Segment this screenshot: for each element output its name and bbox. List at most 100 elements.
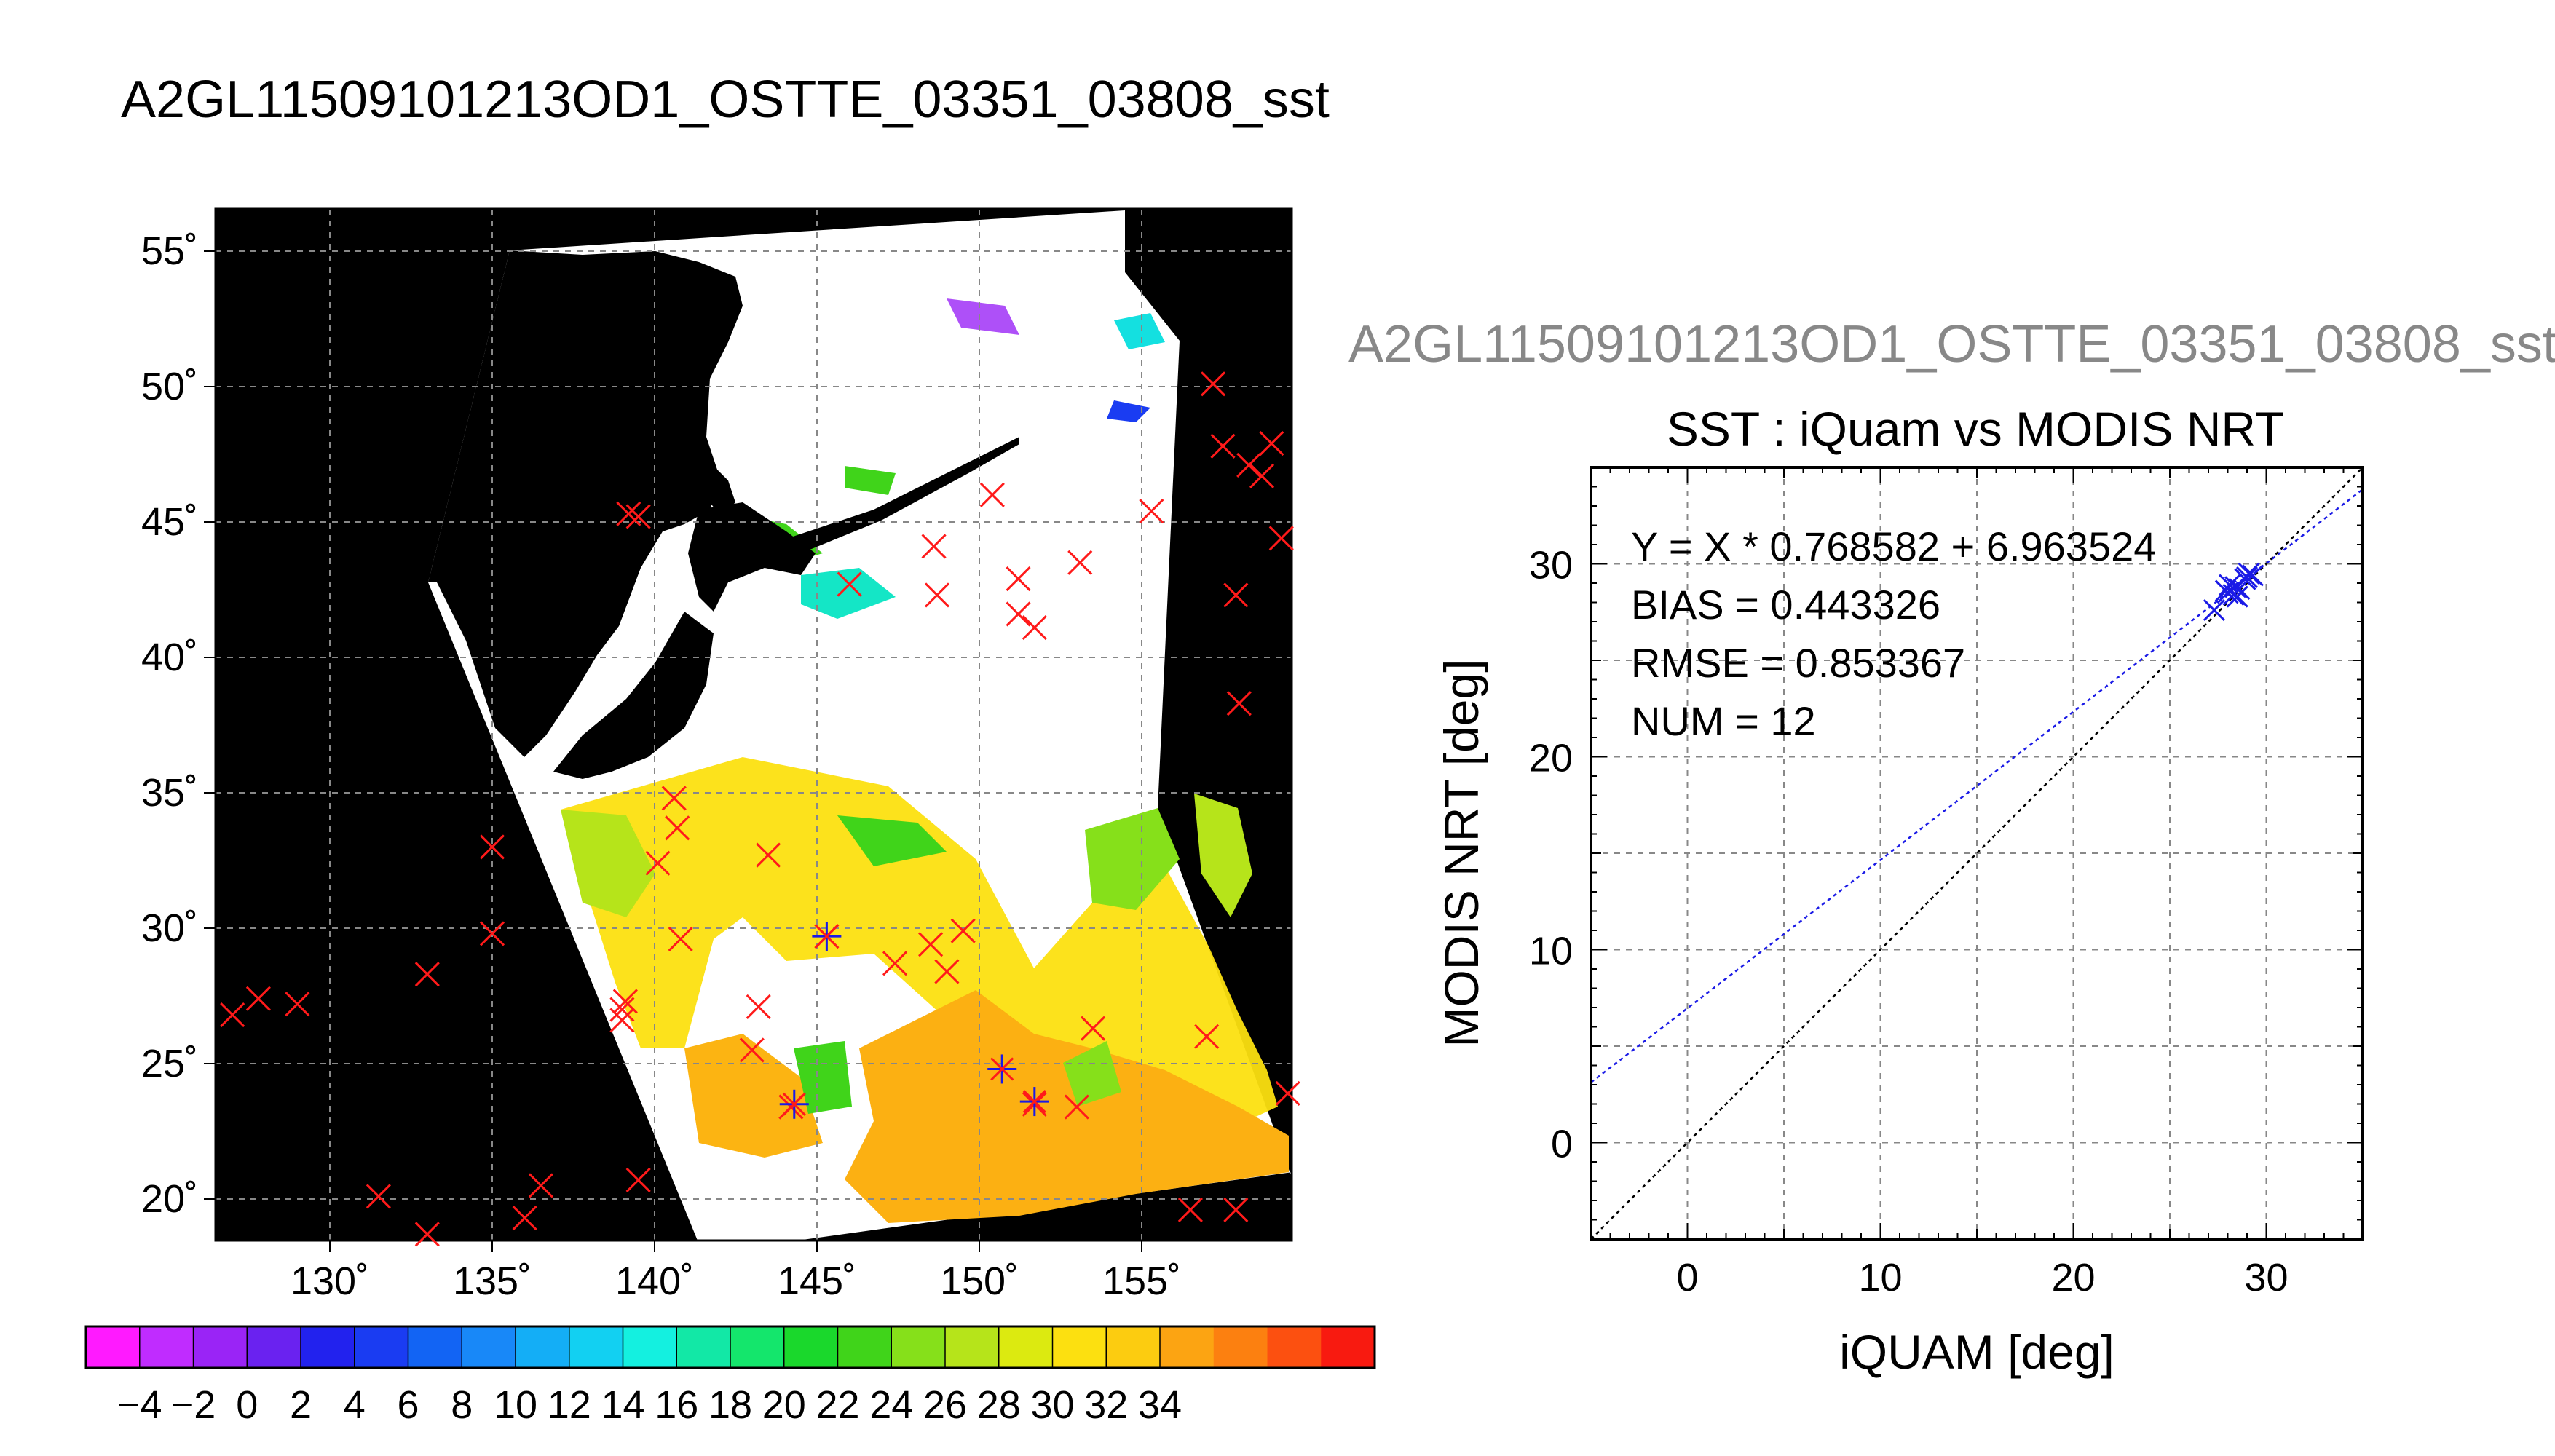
- colorbar-tick-label: 0: [236, 1383, 258, 1427]
- sst-region-orange-west: [684, 1034, 823, 1158]
- matchup-x-marker: [950, 918, 976, 943]
- sst-region-teal: [801, 568, 896, 619]
- colorbar-cell: [837, 1326, 892, 1368]
- colorbar-tick-label: 26: [923, 1383, 967, 1427]
- map-panel: 130˚ 135˚ 140˚ 145˚ 150˚ 155˚ 55˚ 50˚ 45˚ 40˚ 35˚…: [141, 207, 1300, 1303]
- colorbar-tick-label: 12: [548, 1383, 591, 1427]
- matchup-x-marker: [1275, 1080, 1300, 1106]
- lat-tick-label: 50˚: [141, 365, 198, 408]
- sst-region-lime: [1085, 808, 1180, 910]
- lat-tick-label: 40˚: [141, 636, 198, 679]
- x-tick-label: 30: [2244, 1256, 2288, 1299]
- landmasses: [396, 250, 1019, 779]
- matchup-x-marker: [1249, 463, 1275, 488]
- matchup-x-marker: [1006, 601, 1031, 627]
- sst-region-east: [1194, 794, 1252, 917]
- matchup-star-marker: [987, 1054, 1017, 1084]
- lat-tick-label: 30˚: [141, 906, 198, 950]
- x-axis-label: iQUAM [deg]: [1839, 1325, 2114, 1379]
- matchup-x-marker: [1226, 691, 1252, 716]
- matchup-x-marker: [979, 482, 1005, 507]
- map-gridlines: [216, 209, 1292, 1241]
- matchup-x-marker: [934, 959, 960, 984]
- colorbar-cell: [730, 1326, 785, 1368]
- small-island: [396, 514, 414, 526]
- colorbar-tick-label: 4: [344, 1383, 366, 1427]
- colorbar-tick-label: 32: [1084, 1383, 1128, 1427]
- asia-mainland: [428, 250, 743, 757]
- colorbar-tick-label: 14: [601, 1383, 644, 1427]
- matchup-x-marker: [837, 571, 862, 597]
- lat-tick-label: 55˚: [141, 229, 198, 273]
- matchup-x-marker: [414, 1222, 440, 1247]
- lon-tick-label: 130˚: [291, 1259, 369, 1303]
- lon-tick-label: 155˚: [1102, 1259, 1181, 1303]
- colorbar-cell: [193, 1326, 248, 1368]
- sst-region-lime-south: [1063, 1041, 1121, 1107]
- num-stat: NUM = 12: [1631, 698, 1816, 744]
- lat-axis-labels: 55˚ 50˚ 45˚ 40˚ 35˚ 30˚ 25˚ 20˚: [141, 229, 216, 1221]
- sst-region-green-south: [794, 1041, 852, 1114]
- map-frame: [214, 207, 1293, 1242]
- matchup-x-marker: [1259, 431, 1284, 456]
- matchup-x-marker: [512, 1205, 537, 1231]
- sst-region-cyan-north: [1114, 313, 1165, 349]
- scatter-point: [2224, 576, 2247, 598]
- matchup-star-marker: [779, 1089, 809, 1119]
- matchup-x-marker: [616, 501, 641, 526]
- scatter-gridlines: [1591, 467, 2363, 1239]
- matchup-x-marker: [245, 986, 271, 1011]
- colorbar-cell: [676, 1326, 731, 1368]
- colorbar-tick-label: −4: [117, 1383, 162, 1427]
- scatter-panel: SST : iQuam vs MODIS NRT 0 10 20 30 0 10 20 30…: [1434, 402, 2364, 1379]
- lat-tick-label: 45˚: [141, 500, 198, 544]
- matchup-x-marker: [625, 504, 651, 529]
- colorbar-cell: [1213, 1326, 1268, 1368]
- colorbar-tick-label: 30: [1030, 1383, 1074, 1427]
- colorbar-tick-label: 2: [290, 1383, 312, 1427]
- matchup-markers: [220, 371, 1300, 1247]
- colorbar-cell: [516, 1326, 570, 1368]
- colorbar-tick-label: 10: [494, 1383, 537, 1427]
- matchup-x-marker: [1236, 452, 1262, 478]
- y-tick-labels: 0 10 20 30: [1529, 544, 1573, 1166]
- y-tick-label: 20: [1529, 737, 1573, 780]
- sst-region-green-north: [845, 466, 896, 495]
- colorbar-cell: [139, 1326, 194, 1368]
- sst-region-green: [837, 815, 947, 866]
- matchup-x-marker: [918, 932, 944, 957]
- matchup-x-marker: [1064, 1094, 1089, 1120]
- kuril-islands: [786, 437, 1019, 553]
- colorbar-cell: [783, 1326, 838, 1368]
- scatter-filename: A2GL11509101213OD1_OSTTE_03351_03808_sst: [1348, 315, 2555, 373]
- colorbar-tick-label: 16: [655, 1383, 698, 1427]
- colorbar-tick-labels: −4 −2 0 2 4 6 8 10 12 14 16 18 20 22 24 26 28 30 32 34: [117, 1326, 1182, 1427]
- y-tick-label: 0: [1551, 1123, 1573, 1166]
- colorbar-tick-label: 34: [1138, 1383, 1182, 1427]
- y-tick-label: 30: [1529, 544, 1573, 587]
- colorbar-cell: [247, 1326, 301, 1368]
- scatter-point: [2241, 564, 2264, 587]
- x-tick-label: 10: [1858, 1256, 1902, 1299]
- matchup-x-marker: [1223, 582, 1249, 608]
- matchup-x-marker: [612, 989, 638, 1014]
- lon-tick-label: 145˚: [778, 1259, 856, 1303]
- colorbar: −4 −2 0 2 4 6 8 10 12 14 16 18 20 22 24 26 28 30 32 34: [84, 1325, 1376, 1427]
- matchup-x-marker: [1223, 1197, 1249, 1222]
- x-tick-label: 0: [1676, 1256, 1698, 1299]
- lon-axis-labels: 130˚ 135˚ 140˚ 145˚ 150˚ 155˚: [291, 1241, 1181, 1303]
- matchup-x-marker: [756, 842, 781, 868]
- matchup-x-marker: [1139, 499, 1164, 524]
- matchup-x-marker: [1194, 1024, 1220, 1049]
- matchup-x-marker: [1067, 550, 1093, 575]
- matchup-x-marker: [479, 921, 505, 946]
- lon-tick-label: 140˚: [615, 1259, 694, 1303]
- colorbar-tick-label: −2: [171, 1383, 216, 1427]
- matchup-x-marker: [661, 786, 687, 811]
- matchup-x-marker: [1022, 615, 1047, 641]
- colorbar-cell: [569, 1326, 623, 1368]
- x-tick-labels: 0 10 20 30: [1676, 1256, 2288, 1299]
- lon-tick-label: 150˚: [940, 1259, 1019, 1303]
- hokkaido: [688, 502, 816, 612]
- matchup-x-marker: [220, 1002, 245, 1028]
